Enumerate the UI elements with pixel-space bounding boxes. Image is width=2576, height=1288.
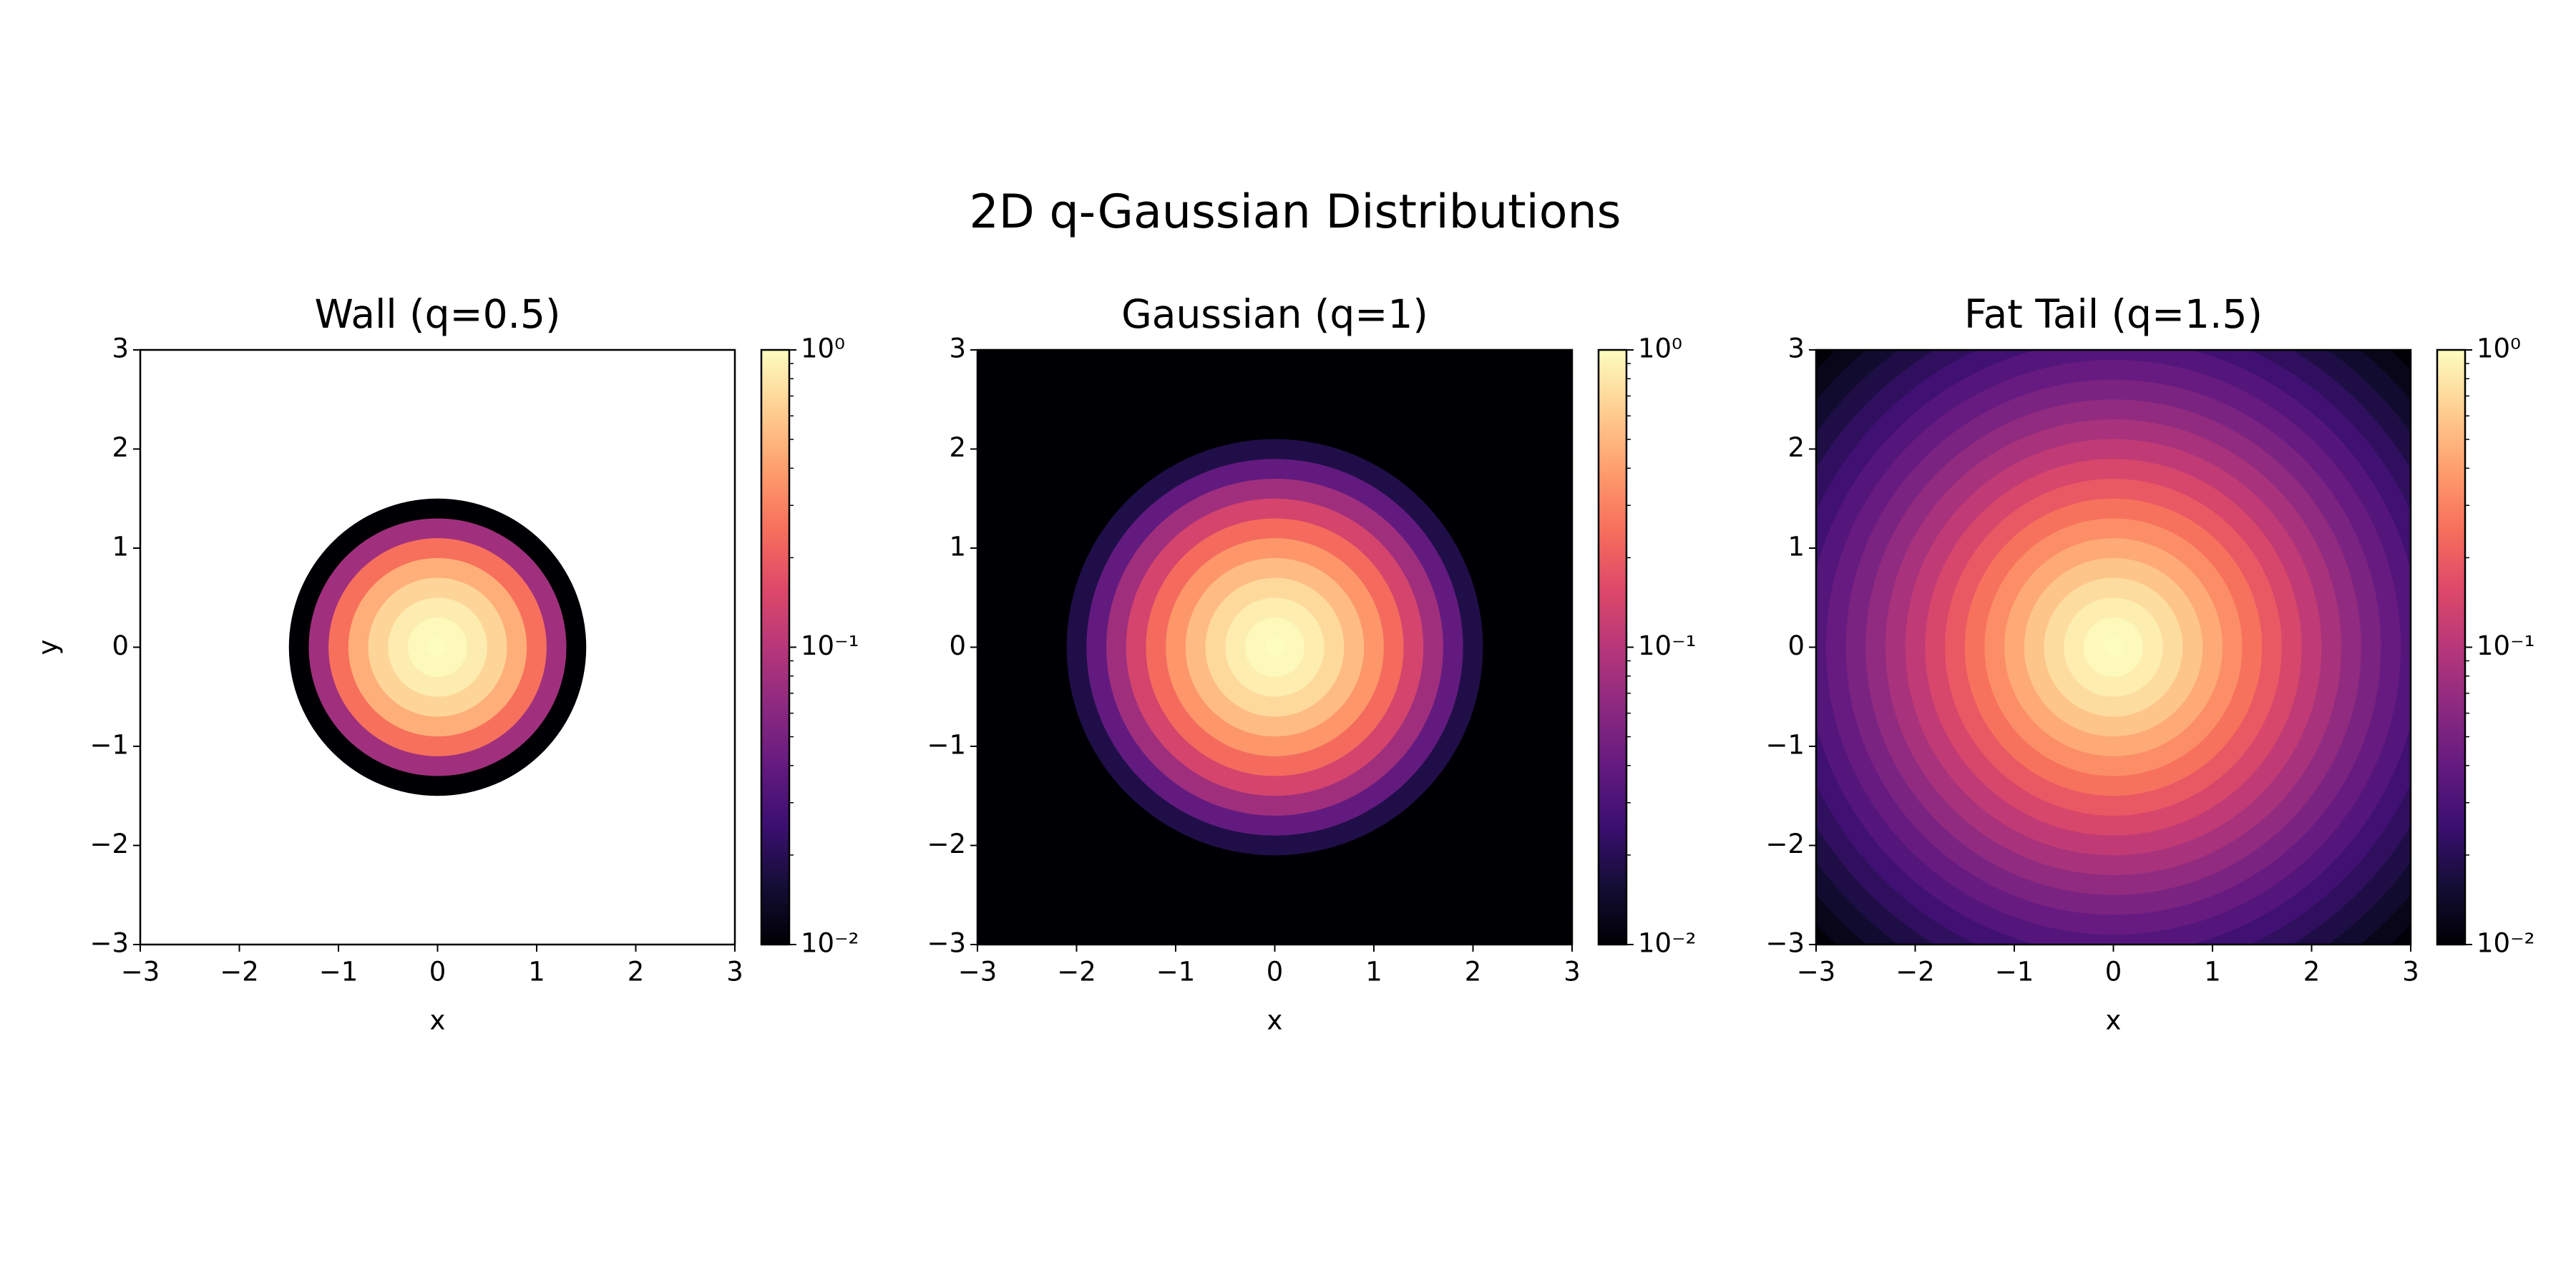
y-tick-label: 0 (112, 630, 129, 661)
x-tick-label: −2 (1057, 957, 1096, 987)
x-tick-label: 1 (528, 957, 545, 987)
y-tick-label: 3 (112, 333, 129, 364)
colorbar-tick-label: 10⁰ (1638, 333, 1682, 364)
x-axis-label: x (1267, 1005, 1283, 1036)
y-tick-label: 2 (1787, 432, 1805, 463)
x-axis-label: x (430, 1005, 446, 1036)
x-tick-label: −1 (1995, 957, 2034, 987)
y-tick-label: 0 (949, 630, 966, 661)
y-tick-label: 1 (112, 532, 129, 562)
x-tick-label: −3 (1797, 957, 1836, 987)
y-tick-label: 3 (949, 333, 966, 364)
y-tick-label: 1 (1787, 532, 1805, 562)
y-tick-label: 1 (949, 532, 966, 562)
colorbar-tick-label: 10⁻¹ (2477, 630, 2534, 661)
heatmap (1816, 350, 2411, 945)
y-axis-label: y (33, 640, 64, 655)
x-tick-label: −3 (121, 957, 160, 987)
colorbar (760, 348, 791, 946)
x-tick-label: 3 (726, 957, 743, 987)
y-tick-label: −3 (1765, 928, 1805, 959)
subplot-title: Wall (q=0.5) (315, 291, 561, 337)
x-tick-label: 1 (2204, 957, 2221, 987)
x-tick-label: −2 (220, 957, 259, 987)
y-tick-label: −2 (927, 829, 966, 859)
colorbar (2436, 348, 2467, 946)
colorbar-tick-label: 10⁻² (1638, 928, 1696, 959)
colorbar-tick-label: 10⁰ (2477, 333, 2521, 364)
x-tick-label: 1 (1365, 957, 1382, 987)
y-tick-label: 3 (1787, 333, 1805, 364)
colorbar (1597, 348, 1628, 946)
x-tick-label: 0 (2105, 957, 2122, 987)
heatmap-ring (1264, 637, 1285, 658)
x-tick-label: 0 (429, 957, 447, 987)
y-tick-label: −1 (1765, 730, 1805, 761)
y-tick-label: 2 (112, 432, 129, 463)
y-tick-label: −1 (89, 730, 129, 761)
x-tick-label: −2 (1896, 957, 1935, 987)
x-tick-label: −1 (319, 957, 358, 987)
y-tick-label: −2 (1765, 829, 1805, 859)
colorbar-tick-label: 10⁻² (2477, 928, 2534, 959)
y-tick-label: −3 (89, 928, 129, 959)
colorbar-tick-label: 10⁰ (801, 333, 845, 364)
x-tick-label: 0 (1267, 957, 1284, 987)
colorbar-tick-label: 10⁻¹ (1638, 630, 1696, 661)
y-tick-label: −3 (927, 928, 966, 959)
y-tick-label: 2 (949, 432, 966, 463)
y-tick-label: 0 (1787, 630, 1805, 661)
heatmap (288, 498, 587, 796)
x-tick-label: 3 (1563, 957, 1581, 987)
heatmap-ring (2103, 637, 2124, 658)
colorbar-tick-label: 10⁻² (801, 928, 859, 959)
heatmap (977, 350, 1572, 945)
x-axis-label: x (2106, 1005, 2122, 1036)
subplot-title: Gaussian (q=1) (1121, 291, 1428, 337)
y-tick-label: −2 (89, 829, 129, 859)
subplot-title: Fat Tail (q=1.5) (1964, 291, 2263, 337)
colorbar-tick-label: 10⁻¹ (801, 630, 859, 661)
heatmap-ring (427, 637, 448, 658)
x-tick-label: 2 (2303, 957, 2321, 987)
x-tick-label: 2 (628, 957, 645, 987)
x-tick-label: 3 (2402, 957, 2419, 987)
x-tick-label: 2 (1465, 957, 1482, 987)
y-tick-label: −1 (927, 730, 966, 761)
figure-title: 2D q-Gaussian Distributions (969, 185, 1621, 239)
x-tick-label: −1 (1156, 957, 1196, 987)
x-tick-label: −3 (958, 957, 997, 987)
